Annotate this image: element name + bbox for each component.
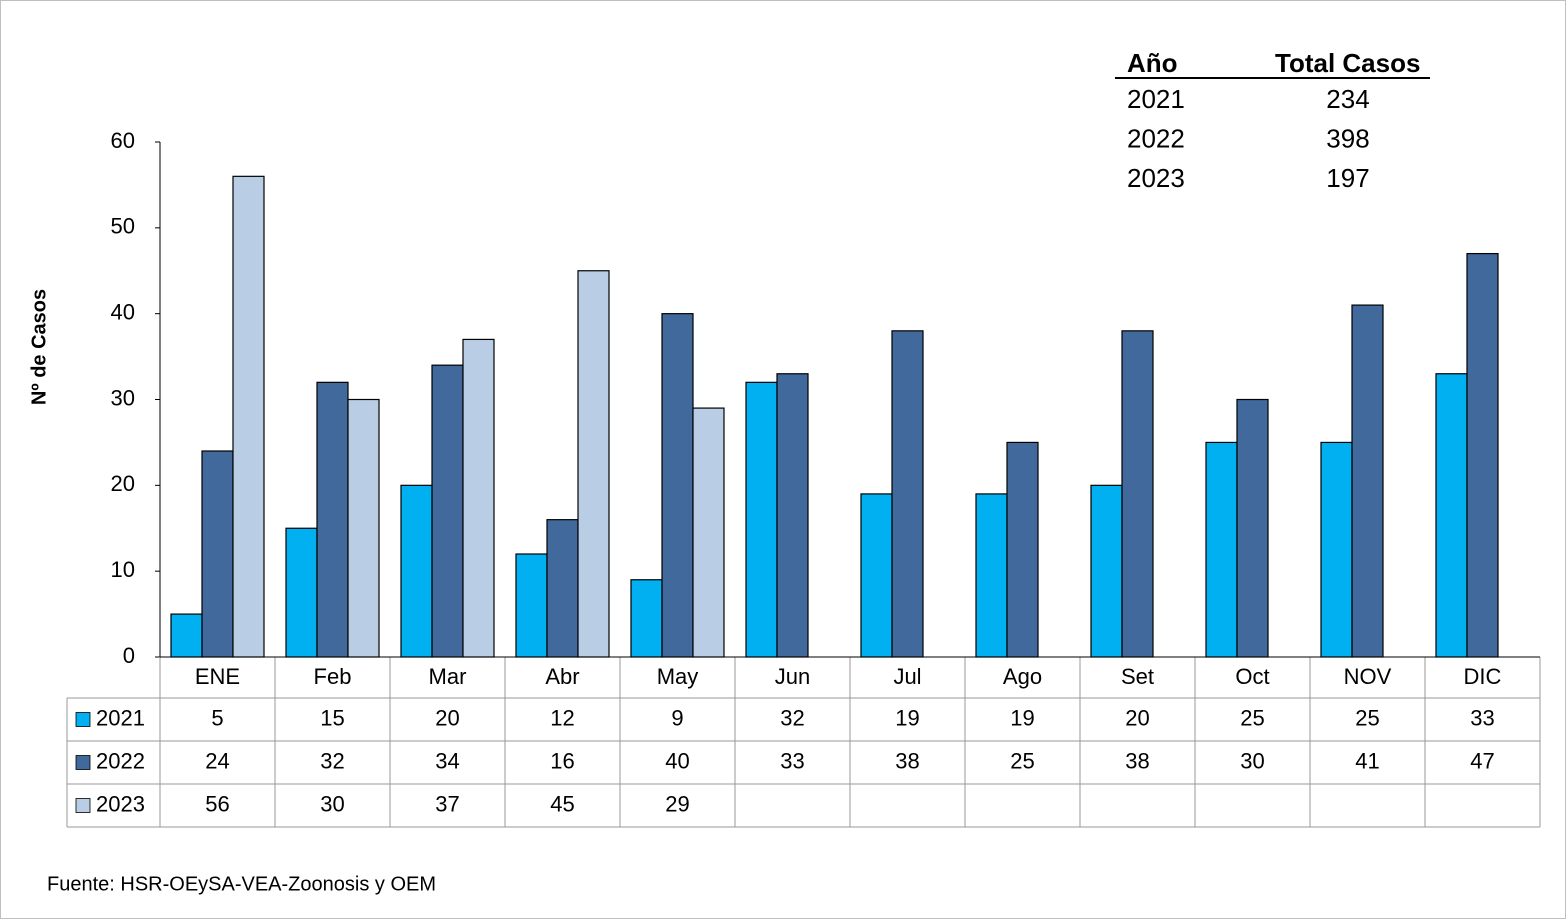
source-note: Fuente: HSR-OEySA-VEA-Zoonosis y OEM (47, 873, 436, 895)
bar (1090, 484, 1123, 658)
summary-header: Total Casos (1275, 48, 1420, 78)
x-tick-label: DIC (1464, 664, 1502, 689)
bar (1351, 304, 1384, 658)
x-tick-label: ENE (195, 664, 240, 689)
x-tick-label: Abr (545, 664, 579, 689)
table-value: 40 (665, 748, 689, 773)
bar (201, 450, 234, 658)
bar (1236, 398, 1269, 658)
table-value: 37 (435, 791, 459, 816)
bar (1121, 330, 1154, 658)
bar (891, 330, 924, 658)
x-tick-label: NOV (1344, 664, 1392, 689)
summary-total: 197 (1326, 163, 1369, 193)
table-value: 9 (671, 705, 683, 730)
summary-year: 2022 (1127, 123, 1185, 153)
x-tick-label: Mar (429, 664, 467, 689)
bar (1466, 252, 1499, 658)
table-value: 16 (550, 748, 574, 773)
y-tick-label: 60 (111, 128, 135, 153)
bar (776, 373, 809, 658)
table-value: 19 (1010, 705, 1034, 730)
y-tick-label: 50 (111, 214, 135, 239)
bar (431, 364, 464, 658)
bar (316, 381, 349, 658)
table-value: 25 (1010, 748, 1034, 773)
table-value: 20 (1125, 705, 1149, 730)
table-value: 33 (1470, 705, 1494, 730)
table-value: 32 (780, 705, 804, 730)
legend-key (75, 798, 91, 813)
x-tick-label: Oct (1235, 664, 1269, 689)
legend-label: 2021 (96, 705, 145, 730)
bar (400, 484, 433, 658)
bar (975, 493, 1008, 658)
table-value: 38 (1125, 748, 1149, 773)
table-value: 12 (550, 705, 574, 730)
table-value: 25 (1355, 705, 1379, 730)
table-value: 30 (320, 791, 344, 816)
x-tick-label: Set (1121, 664, 1154, 689)
table-value: 30 (1240, 748, 1264, 773)
table-value: 56 (205, 791, 229, 816)
bar (745, 381, 778, 658)
table-value: 45 (550, 791, 574, 816)
y-axis-label: Nº de Casos (28, 289, 50, 405)
summary-header: Año (1127, 48, 1178, 78)
bar (1006, 441, 1039, 658)
bar (462, 338, 495, 658)
bar (515, 553, 548, 658)
bar (661, 313, 694, 658)
y-tick-label: 20 (111, 471, 135, 496)
bar (860, 493, 893, 658)
x-tick-label: Ago (1003, 664, 1042, 689)
table-value: 24 (205, 748, 229, 773)
x-tick-label: Jun (775, 664, 810, 689)
bar (1435, 373, 1468, 658)
bar (285, 527, 318, 658)
summary-total: 398 (1326, 123, 1369, 153)
legend-key (75, 755, 91, 770)
x-tick-label: Jul (893, 664, 921, 689)
table-value: 25 (1240, 705, 1264, 730)
summary-total: 234 (1326, 84, 1369, 114)
table-value: 19 (895, 705, 919, 730)
bar (1320, 441, 1353, 658)
table-value: 34 (435, 748, 459, 773)
table-value: 32 (320, 748, 344, 773)
legend-label: 2023 (96, 791, 145, 816)
x-tick-label: May (657, 664, 699, 689)
y-tick-label: 30 (111, 385, 135, 410)
legend-key (75, 712, 91, 727)
summary-year: 2021 (1127, 84, 1185, 114)
table-value: 5 (211, 705, 223, 730)
bar (692, 407, 725, 658)
bar (577, 270, 610, 658)
table-value: 29 (665, 791, 689, 816)
legend-label: 2022 (96, 748, 145, 773)
bar (1205, 441, 1238, 658)
bar (347, 398, 380, 658)
table-value: 15 (320, 705, 344, 730)
table-value: 20 (435, 705, 459, 730)
x-tick-label: Feb (314, 664, 352, 689)
bar (232, 175, 265, 658)
table-value: 41 (1355, 748, 1379, 773)
y-tick-label: 10 (111, 557, 135, 582)
table-value: 47 (1470, 748, 1494, 773)
summary-year: 2023 (1127, 163, 1185, 193)
table-value: 33 (780, 748, 804, 773)
bar (546, 519, 579, 658)
bar (170, 613, 203, 658)
y-tick-label: 0 (123, 643, 135, 668)
bar (630, 579, 663, 658)
y-tick-label: 40 (111, 299, 135, 324)
table-value: 38 (895, 748, 919, 773)
